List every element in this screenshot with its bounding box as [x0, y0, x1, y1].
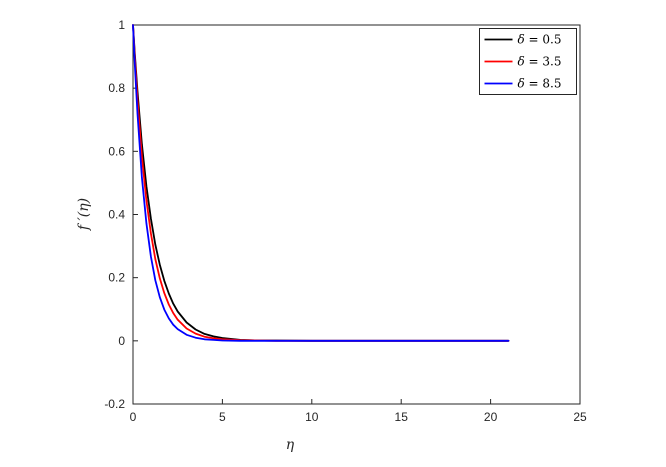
x-tick-label: 0 — [130, 410, 137, 424]
y-tick-label: 0.8 — [108, 81, 125, 95]
y-tick-label: 1 — [118, 18, 125, 32]
legend-label: δ = 0.5 — [518, 33, 562, 47]
y-tick-label: -0.2 — [104, 397, 125, 411]
series-line-0 — [132, 24, 510, 342]
x-tick-label: 10 — [305, 410, 319, 424]
y-tick-label: 0.6 — [108, 144, 125, 158]
y-tick-label: 0.4 — [108, 208, 125, 222]
x-tick-label: 25 — [573, 410, 587, 424]
y-tick-label: 0 — [118, 334, 125, 348]
x-axis-label: η — [285, 437, 295, 453]
y-axis-label: f ′(η) — [76, 197, 92, 231]
x-tick-label: 15 — [395, 410, 409, 424]
x-tick-label: 5 — [219, 410, 226, 424]
x-tick-label: 20 — [484, 410, 498, 424]
series-line-1 — [132, 24, 510, 342]
legend-label: δ = 8.5 — [518, 77, 562, 91]
series-line-2 — [132, 24, 510, 342]
y-tick-label: 0.2 — [108, 271, 125, 285]
legend-label: δ = 3.5 — [518, 55, 562, 69]
